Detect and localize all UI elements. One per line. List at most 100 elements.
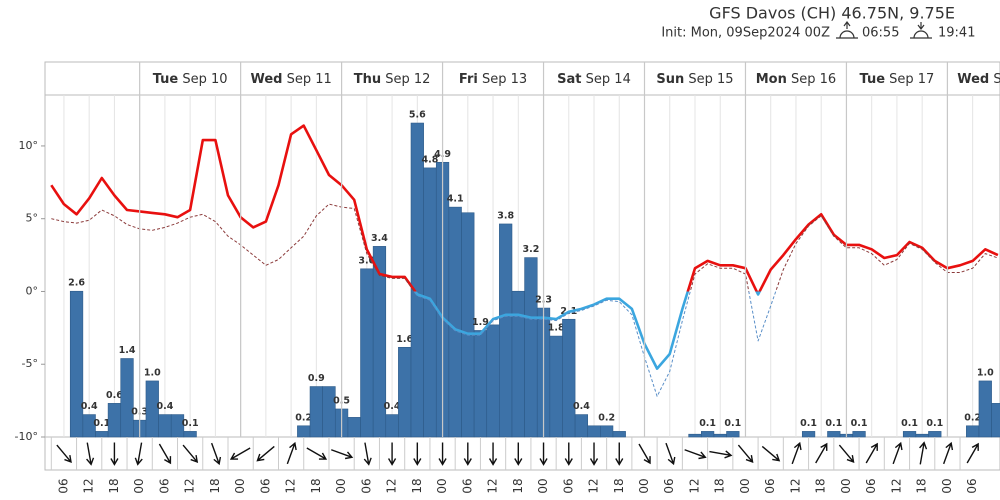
precipitation-label: 1.0 — [144, 367, 161, 378]
precipitation-label: 0.1 — [825, 418, 842, 429]
precipitation-bar — [511, 290, 525, 438]
precipitation-bar — [95, 431, 109, 438]
wind-arrow — [638, 443, 651, 465]
precipitation-label: 1.8 — [548, 323, 565, 334]
precipitation-label: 1.4 — [119, 345, 136, 356]
precipitation-bar — [827, 431, 841, 438]
x-tick-label: 06 — [662, 478, 676, 493]
precipitation-bar — [347, 417, 361, 438]
date: Sep 12 — [385, 72, 430, 87]
wind-arrow — [539, 442, 548, 466]
precipitation-bar — [562, 318, 576, 438]
precipitation-bar — [499, 223, 513, 438]
precipitation-label: 0.9 — [308, 373, 325, 384]
wind-arrow — [761, 445, 781, 462]
precipitation-bar — [322, 386, 336, 438]
precipitation-label: 0.4 — [81, 401, 98, 412]
precipitation-bar — [360, 268, 374, 438]
x-tick-label: 12 — [889, 478, 903, 493]
x-tick-label: 18 — [814, 478, 828, 493]
precipitation-bar — [902, 431, 917, 438]
wind-arrow — [286, 441, 297, 465]
plot-layer: 2.60.40.10.61.40.31.00.40.10.20.90.53.03… — [50, 95, 1000, 438]
precipitation-label: 3.0 — [358, 255, 375, 266]
precipitation-bar — [991, 403, 1000, 438]
precipitation-label: 3.2 — [522, 244, 539, 255]
axis-layer: 06 12 18 00 06 12 18 00 06 12 18 00 06 12 18 00 06 12 18 00… — [15, 62, 1000, 494]
y-tick-label: -10° — [15, 430, 38, 443]
y-tick-label: 10° — [19, 139, 39, 152]
precipitation-bar — [852, 431, 866, 438]
x-tick-label: 06 — [460, 478, 474, 493]
wind-arrow — [158, 443, 172, 465]
wind-arrow — [86, 442, 95, 466]
x-tick-label: 12 — [788, 478, 802, 493]
weekday: Sun — [656, 72, 684, 87]
wind-arrow — [514, 442, 523, 466]
x-tick-label: 06 — [258, 478, 272, 493]
precipitation-label: 3.4 — [371, 233, 388, 244]
wind-arrow — [737, 444, 754, 463]
x-tick-label: 18 — [309, 478, 323, 493]
x-tick-label: 00 — [839, 478, 853, 493]
precipitation-bar — [410, 122, 424, 438]
x-tick-label: 06 — [359, 478, 373, 493]
precipitation-bar — [928, 431, 942, 438]
precipitation-label: 0.1 — [724, 418, 741, 429]
wind-arrow — [331, 449, 354, 460]
x-tick-label: 18 — [208, 478, 222, 493]
x-tick-label: 00 — [132, 478, 146, 493]
precipitation-label: 1.0 — [977, 367, 994, 378]
precipitation-label: 0.1 — [901, 418, 918, 429]
weekday: Thu — [354, 72, 381, 87]
wind-arrow — [815, 442, 828, 464]
precipitation-label: 4.1 — [447, 194, 464, 205]
precipitation-bar — [158, 414, 172, 438]
wind-arrow — [363, 442, 372, 466]
day-label: Tue Sep 10 — [153, 72, 228, 87]
x-tick-label: 18 — [511, 478, 525, 493]
precipitation-label: 1.9 — [472, 317, 489, 328]
precipitation-label: 0.1 — [851, 418, 868, 429]
wind-arrow — [684, 449, 707, 460]
day-label: Fri Sep 13 — [459, 72, 527, 87]
precipitation-bar — [524, 257, 538, 438]
precipitation-bar — [120, 358, 134, 438]
temperature-line — [50, 124, 999, 370]
x-tick-label: 00 — [940, 478, 954, 493]
x-tick-label: 12 — [82, 478, 96, 493]
weekday: Fri — [459, 72, 478, 87]
x-tick-label: 06 — [561, 478, 575, 493]
wind-arrow — [919, 441, 928, 465]
day-label: Sun Sep 15 — [656, 72, 733, 87]
precipitation-bar — [473, 330, 488, 438]
x-tick-label: 12 — [486, 478, 500, 493]
date: Sep 11 — [287, 72, 332, 87]
precipitation-label: 2.6 — [68, 278, 85, 289]
date: Sep 17 — [889, 72, 934, 87]
wind-arrow — [838, 444, 855, 463]
wind-arrow — [134, 442, 143, 466]
precipitation-label: 0.2 — [598, 412, 615, 423]
x-tick-label: 00 — [435, 478, 449, 493]
day-label: Thu Sep 12 — [354, 72, 431, 87]
wind-arrow — [256, 445, 275, 462]
dewpoint-line — [51, 203, 999, 397]
precipitation-bar — [549, 335, 563, 438]
precipitation-label: 4.8 — [422, 154, 439, 165]
wind-arrow — [56, 444, 72, 463]
weekday: Sat — [557, 72, 581, 87]
precipitation-bar — [688, 433, 702, 438]
x-tick-label: 18 — [915, 478, 929, 493]
wind-arrow — [413, 442, 422, 466]
init-time: Init: Mon, 09Sep2024 00Z — [661, 26, 830, 41]
date: Sep 18 — [993, 72, 1000, 87]
wind-arrow — [438, 442, 447, 466]
weekday: Wed — [957, 72, 989, 87]
precipitation-label: 0.4 — [573, 401, 590, 412]
wind-arrow — [966, 442, 979, 464]
x-tick-label: 00 — [233, 478, 247, 493]
sunset-time: 19:41 — [938, 26, 975, 41]
